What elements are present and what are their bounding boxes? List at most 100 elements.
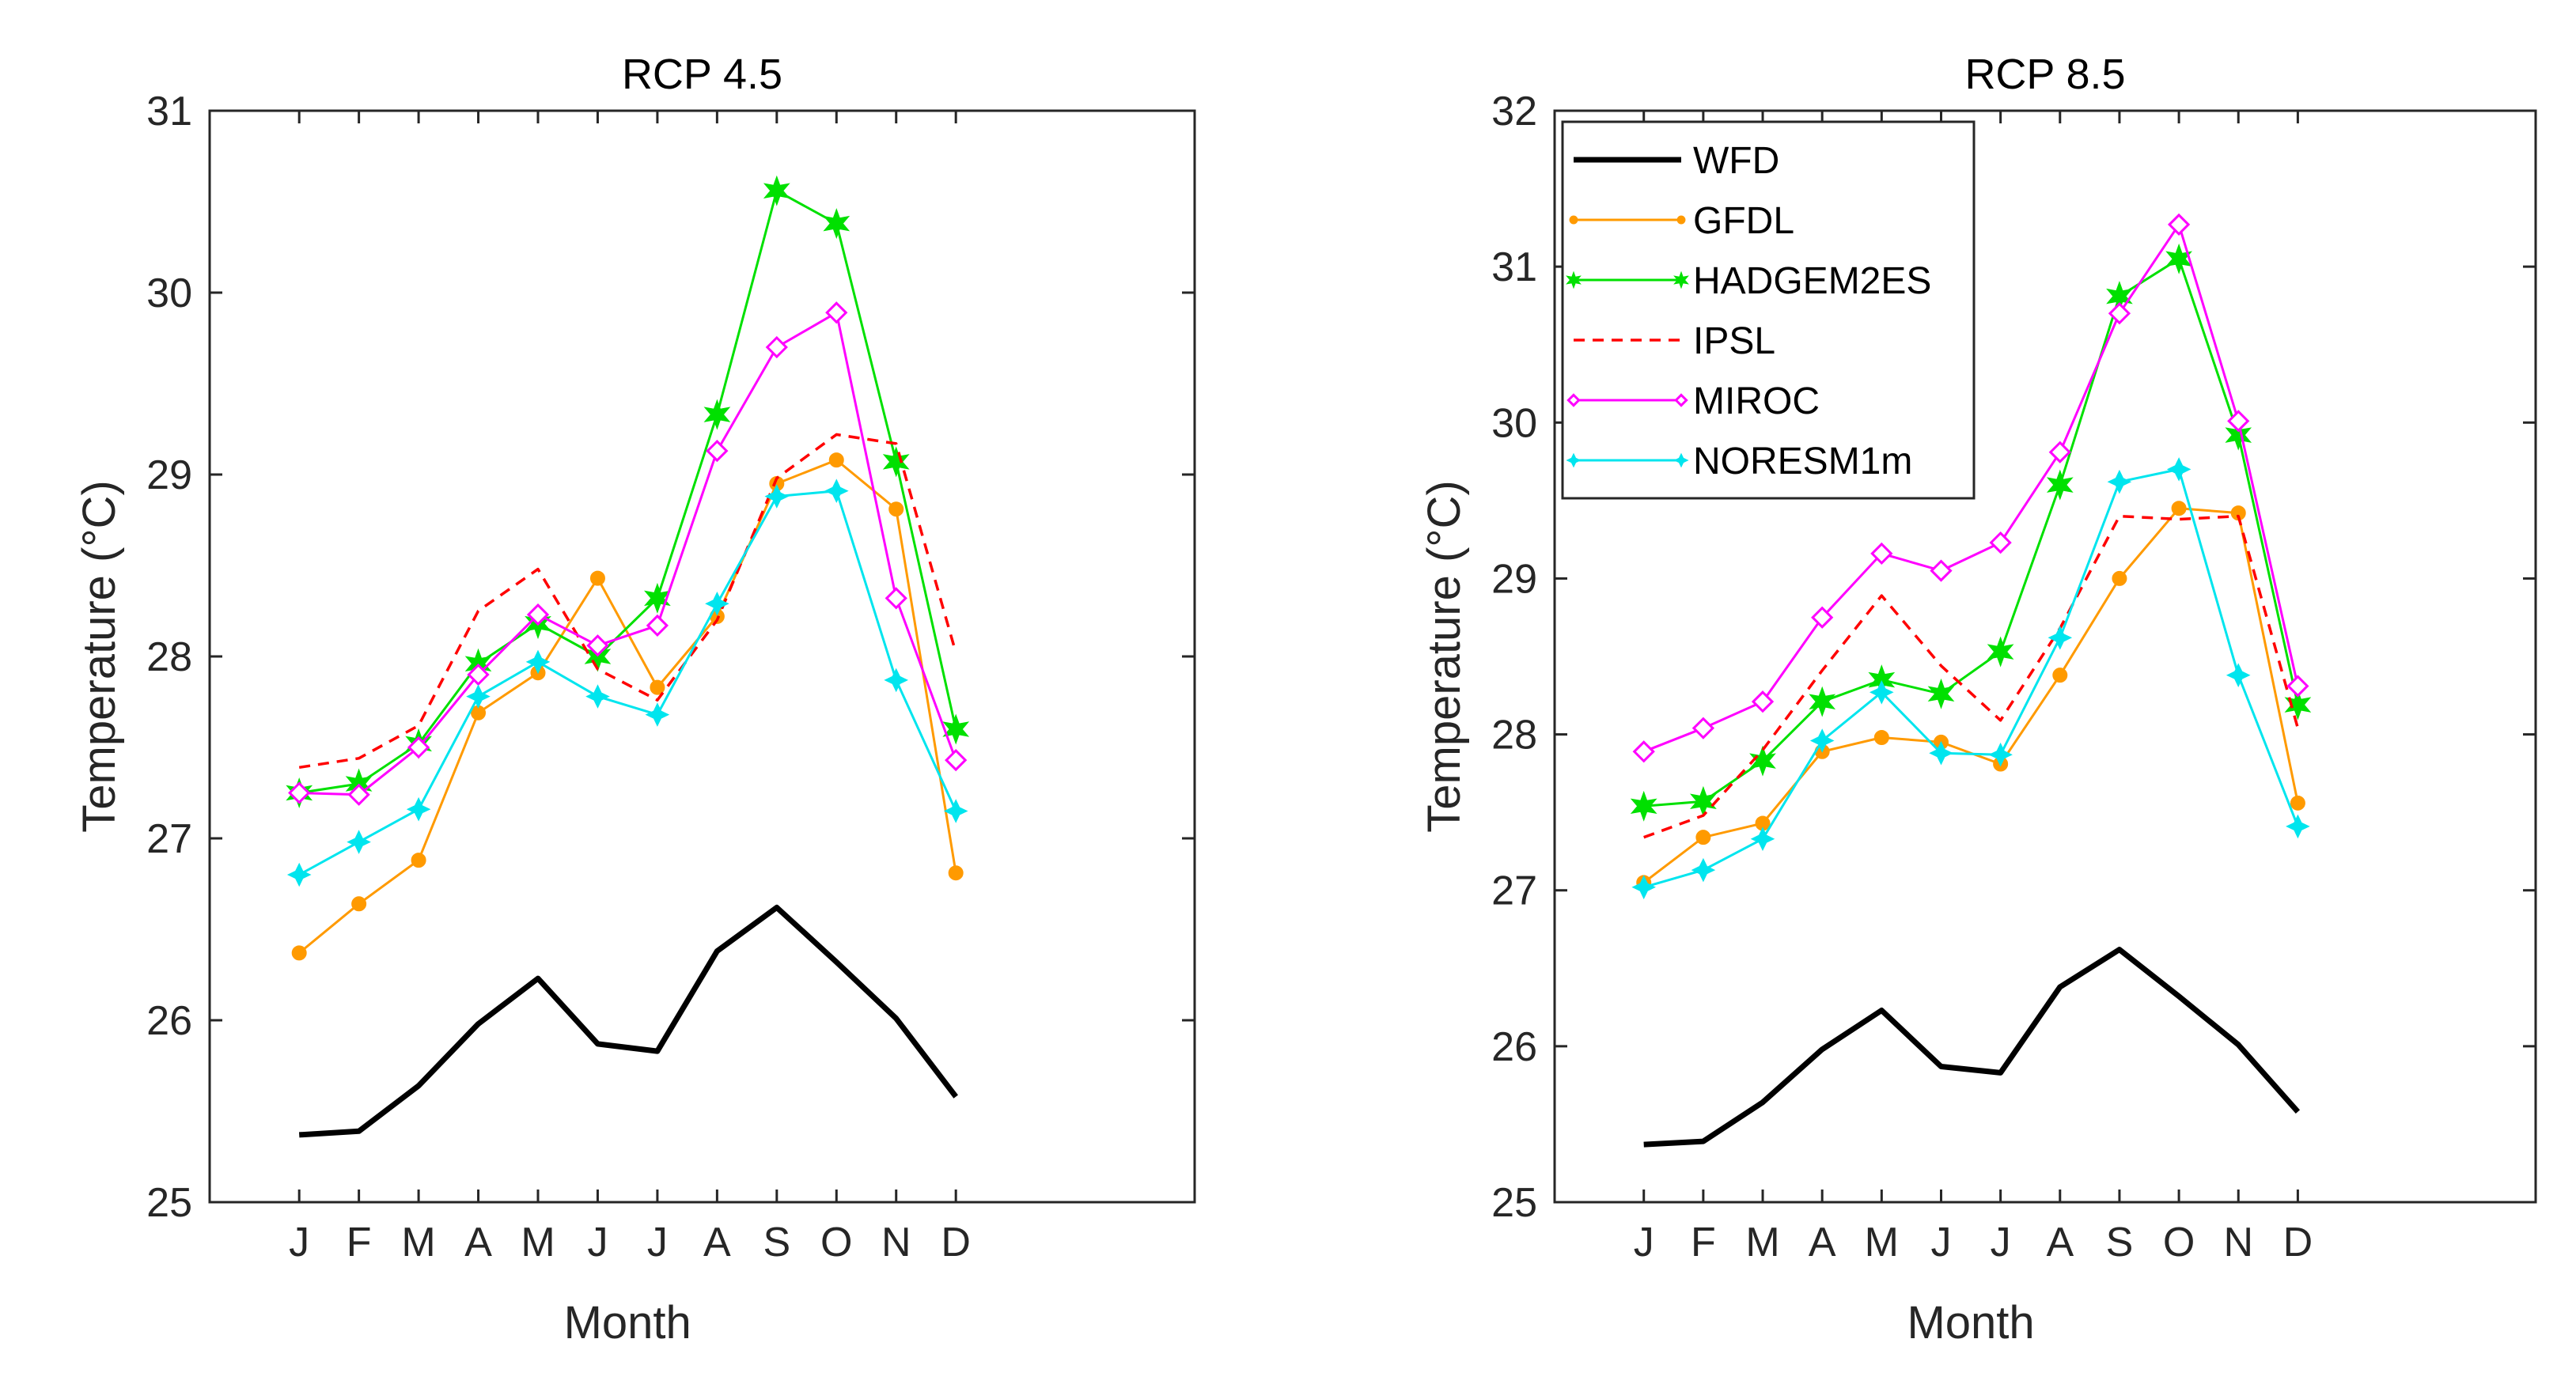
x-tick-label: M — [521, 1220, 555, 1265]
data-point-miroc — [825, 301, 848, 324]
data-point-miroc — [2167, 213, 2191, 236]
data-point-miroc — [347, 783, 370, 806]
data-point-miroc — [765, 335, 788, 359]
legend-entry-ipsl: IPSL — [1574, 320, 1775, 362]
y-tick-label: 29 — [146, 452, 192, 498]
data-point-noresm1m — [645, 702, 670, 727]
x-tick-label: J — [587, 1220, 608, 1265]
data-point-noresm1m — [1929, 740, 1953, 766]
y-tick-label: 27 — [1491, 868, 1537, 914]
data-point-gfdl — [1695, 830, 1711, 845]
data-point-noresm1m — [824, 478, 849, 503]
data-point-noresm1m — [286, 862, 312, 887]
data-point-noresm1m — [943, 799, 968, 823]
legend-label: NORESM1m — [1693, 441, 1912, 482]
data-point-gfdl — [589, 570, 605, 586]
legend-marker — [1569, 215, 1578, 225]
data-point-miroc — [2286, 675, 2309, 698]
legend-marker — [1566, 393, 1581, 407]
data-point-gfdl — [351, 896, 367, 912]
data-point-hadgem2es — [763, 175, 790, 206]
y-tick-label: 25 — [1491, 1180, 1537, 1226]
data-point-miroc — [885, 587, 907, 610]
series-gfdl — [291, 452, 964, 961]
y-tick-label: 27 — [146, 816, 192, 862]
x-tick-label: N — [881, 1220, 911, 1265]
series-line-wfd — [298, 904, 958, 1138]
y-tick-label: 30 — [146, 270, 192, 316]
series-wfd — [298, 904, 958, 1138]
data-point-miroc — [1751, 690, 1775, 713]
x-tick-label: D — [941, 1220, 971, 1265]
x-tick-label: S — [763, 1220, 790, 1265]
data-point-noresm1m — [1631, 875, 1656, 900]
data-point-noresm1m — [1869, 680, 1894, 705]
data-point-hadgem2es — [942, 713, 970, 745]
data-point-noresm1m — [2107, 469, 2132, 494]
x-tick-label: D — [2283, 1220, 2313, 1265]
data-point-gfdl — [1873, 730, 1889, 746]
data-point-noresm1m — [1988, 742, 2013, 767]
series-line-hadgem2es — [298, 189, 957, 794]
x-tick-label: F — [347, 1220, 372, 1265]
series-miroc — [1632, 213, 2309, 763]
plot-area-frame — [1553, 109, 2537, 1204]
data-point-noresm1m — [2048, 626, 2073, 650]
legend-label: GFDL — [1693, 200, 1794, 242]
plot-area-frame — [208, 109, 1196, 1204]
data-point-hadgem2es — [1630, 790, 1657, 822]
series-noresm1m — [1631, 457, 2310, 900]
series-ipsl — [1643, 514, 2300, 839]
series-wfd — [1643, 947, 2301, 1148]
data-point-noresm1m — [1750, 826, 1775, 851]
y-tick-label: 29 — [1491, 556, 1537, 602]
data-point-miroc — [945, 748, 968, 772]
data-point-miroc — [1632, 740, 1655, 763]
legend-marker — [1676, 215, 1686, 225]
data-point-noresm1m — [2166, 457, 2191, 482]
data-point-miroc — [1870, 542, 1893, 565]
x-tick-label: M — [1865, 1220, 1899, 1265]
series-line-gfdl — [1642, 507, 2299, 884]
data-point-hadgem2es — [2225, 419, 2252, 451]
y-tick-label: 25 — [146, 1180, 192, 1226]
data-point-noresm1m — [585, 684, 610, 709]
x-tick-label: M — [1745, 1220, 1779, 1265]
data-point-miroc — [2048, 441, 2071, 463]
series-ipsl — [298, 433, 957, 770]
data-point-noresm1m — [884, 668, 909, 693]
x-tick-label: A — [464, 1220, 492, 1265]
series-hadgem2es — [286, 175, 970, 808]
y-tick-label: 28 — [146, 634, 192, 680]
data-point-noresm1m — [764, 484, 790, 509]
data-point-hadgem2es — [2046, 469, 2074, 501]
legend-entry-wfd: WFD — [1574, 140, 1779, 182]
legend-marker — [1566, 270, 1582, 289]
data-point-miroc — [526, 603, 550, 626]
legend-label: MIROC — [1693, 380, 1820, 422]
series-line-noresm1m — [1643, 467, 2299, 889]
x-tick-label: N — [2223, 1220, 2253, 1265]
data-point-miroc — [1930, 559, 1953, 582]
data-point-noresm1m — [347, 830, 371, 854]
y-tick-label: 31 — [146, 89, 192, 134]
x-tick-label: O — [820, 1220, 852, 1265]
data-point-miroc — [2227, 410, 2250, 433]
legend-entry-noresm1m: NORESM1m — [1566, 441, 1912, 482]
data-point-noresm1m — [2226, 663, 2251, 687]
data-point-gfdl — [411, 853, 426, 868]
series-noresm1m — [286, 478, 968, 887]
series-line-ipsl — [298, 433, 957, 770]
x-tick-label: J — [1991, 1220, 2011, 1265]
data-point-noresm1m — [466, 684, 491, 709]
series-line-ipsl — [1643, 514, 2300, 839]
data-point-miroc — [2108, 302, 2131, 325]
y-tick-label: 28 — [1491, 713, 1537, 758]
data-point-noresm1m — [1809, 728, 1835, 753]
data-point-miroc — [288, 781, 311, 804]
data-point-noresm1m — [525, 649, 551, 675]
data-point-hadgem2es — [1987, 636, 2014, 668]
chart-title: RCP 4.5 — [622, 51, 782, 98]
